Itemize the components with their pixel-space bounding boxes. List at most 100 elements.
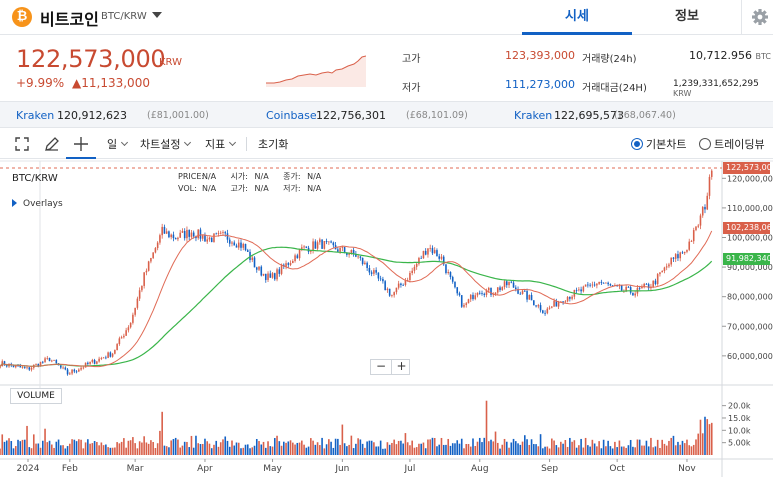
volume-bar (93, 441, 96, 455)
candle-body (481, 293, 483, 294)
volume-bar (111, 447, 114, 455)
volume-bar (253, 445, 256, 455)
candle-body (125, 330, 127, 336)
reset-button[interactable]: 초기화 (258, 138, 289, 151)
volume-bar (542, 448, 544, 455)
volume-bar (478, 437, 481, 455)
candle-body (647, 284, 650, 289)
candle-body (228, 239, 231, 244)
chart-canvas[interactable]: 120,000,000 110,000,000 100,000,000 90,000,… (0, 159, 773, 477)
candle-body (186, 229, 188, 239)
candle-body (710, 170, 713, 177)
volume-bar (404, 433, 407, 455)
candle-body (564, 301, 567, 303)
tab-market-price[interactable]: 시세 (522, 0, 632, 35)
volume-bar (348, 444, 350, 455)
volume-bar (199, 444, 202, 455)
low-value: 111,273,000 (505, 78, 575, 91)
candle-body (111, 353, 114, 357)
zoom-in-button[interactable]: + (391, 359, 411, 375)
current-price: 122,573,000 (16, 45, 166, 73)
low-label: 저가 (402, 83, 421, 94)
candle-body (357, 256, 359, 258)
volume-bar (204, 438, 206, 455)
volume-pane-label: VOLUME (10, 388, 62, 404)
period-select[interactable]: 일 (107, 136, 129, 152)
volume-bar (188, 447, 190, 455)
candle-body (472, 294, 474, 300)
coin-name[interactable]: 비트코인 (40, 10, 99, 29)
overlays-toggle[interactable]: Overlays (12, 199, 63, 209)
volume-bar (580, 438, 582, 455)
candle-body (456, 287, 459, 294)
chevron-down-icon (184, 138, 192, 147)
candle-body (429, 247, 432, 249)
play-triangle-icon (12, 199, 17, 207)
candle-body (706, 195, 709, 210)
candle-body (690, 241, 693, 242)
volume-bar (445, 444, 447, 455)
x-tick-label: 2024 (17, 464, 40, 474)
candle-body (562, 301, 564, 303)
volume-bar (316, 442, 319, 455)
coin-pair[interactable]: BTC/KRW (101, 11, 147, 22)
volume-bar (623, 446, 625, 455)
candle-body (294, 255, 296, 262)
candle-body (285, 263, 287, 267)
indicators-button[interactable]: 지표 (205, 136, 237, 152)
volume-bar (677, 441, 679, 455)
candle-body (496, 287, 499, 293)
zoom-out-button[interactable]: − (375, 359, 387, 373)
volume-bar (501, 444, 504, 455)
candle-body (156, 242, 159, 249)
volume-bar (190, 435, 193, 455)
volume-bar (418, 443, 420, 455)
chevron-down-icon (229, 138, 237, 147)
exchange-name[interactable]: Coinbase (266, 109, 317, 122)
candle-body (578, 289, 580, 291)
candle-body (598, 281, 600, 284)
chart-settings-button[interactable]: 차트설정 (140, 136, 192, 152)
x-tick-label: Oct (609, 464, 625, 474)
candle-body (402, 284, 404, 286)
candle-body (469, 294, 472, 300)
volume-bar (663, 443, 666, 455)
exchange-name[interactable]: Kraken (514, 109, 553, 122)
volume-bar (388, 444, 391, 455)
volume-bar (264, 447, 267, 455)
volume-bar (665, 445, 668, 455)
volume-bar (686, 439, 688, 455)
price-chart[interactable]: 120,000,000 110,000,000 100,000,000 90,000,… (0, 159, 773, 477)
candle-body (652, 280, 654, 287)
settings-button[interactable] (741, 0, 773, 35)
candle-body (325, 241, 328, 242)
volume-bar (492, 441, 495, 455)
candle-body (560, 301, 562, 303)
volume-bar (442, 444, 445, 455)
candle-body (276, 269, 278, 280)
volume-bar (255, 438, 258, 455)
pencil-icon[interactable] (42, 134, 62, 154)
candle-body (382, 278, 384, 282)
candle-body (35, 363, 37, 365)
candle-body (359, 256, 362, 258)
candle-body (127, 327, 130, 331)
fullscreen-icon[interactable] (12, 134, 32, 154)
crosshair-tool[interactable] (66, 128, 96, 159)
candle-body (348, 253, 350, 255)
candle-body (346, 252, 348, 255)
tab-info[interactable]: 정보 (675, 9, 699, 24)
chevron-down-icon[interactable] (152, 12, 162, 18)
radio-tradingview[interactable]: 트레이딩뷰 (699, 136, 765, 152)
exchange-name[interactable]: Kraken (16, 109, 55, 122)
trade-amount-value: 1,239,331,652,295 KRW (673, 79, 759, 98)
volume-bar (652, 447, 654, 455)
radio-basic-chart[interactable]: 기본차트 (631, 136, 686, 152)
candle-body (172, 234, 175, 239)
candle-body (467, 299, 470, 304)
volume-bar (8, 438, 10, 455)
volume-bar (366, 441, 368, 455)
candle-body (674, 254, 677, 259)
x-tick-label: Nov (678, 464, 696, 474)
candle-body (632, 292, 634, 296)
